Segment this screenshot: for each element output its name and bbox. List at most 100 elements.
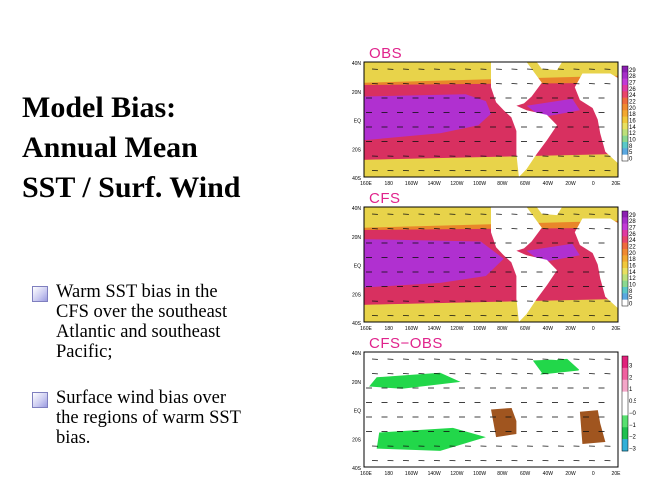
colorbar-label: 16 (629, 264, 636, 270)
bullet-square-icon (32, 392, 48, 408)
colorbar-swatch (622, 148, 628, 155)
lat-tick-label: EQ (354, 119, 361, 125)
landmass-greenland (536, 352, 563, 361)
map-panel-cfs: CFS 40N 20N EQ 20S 40S 160E 180 160W 140W 120W 100… (336, 190, 637, 338)
bullet-list: Warm SST bias in the CFS over the southe… (32, 282, 322, 474)
lon-tick-label: 120W (450, 326, 463, 332)
lon-tick-label: 160E (360, 326, 372, 332)
colorbar-swatch (622, 261, 628, 269)
colorbar-swatch (622, 97, 628, 105)
colorbar-label: 22 (629, 100, 636, 106)
bullet-line: Surface wind bias over (56, 388, 227, 408)
colorbar-swatch (622, 439, 628, 452)
colorbar-swatch (622, 391, 628, 404)
lon-tick-label: 60W (520, 181, 531, 187)
lon-tick-label: 80W (497, 326, 508, 332)
lon-tick-label: 60W (520, 471, 531, 477)
colorbar-swatch (622, 249, 628, 256)
colorbar-label: 22 (629, 245, 636, 251)
lat-tick-label: 40S (352, 176, 362, 182)
colorbar-swatch (622, 242, 628, 250)
colorbar-label: 29 (629, 213, 636, 219)
landmass-africa (574, 73, 618, 164)
lon-tick-label: 40W (543, 471, 554, 477)
colorbar-swatch (622, 129, 628, 136)
lat-tick-label: 20N (352, 90, 362, 96)
colorbar-label: 27 (629, 226, 636, 232)
wind-vectors (366, 213, 611, 317)
landmass-americas (491, 207, 557, 322)
lon-tick-label: 160E (360, 471, 372, 477)
colorbar-swatch (622, 415, 628, 428)
lon-tick-label: 160E (360, 181, 372, 187)
colorbar-swatch (622, 211, 628, 218)
wind-vectors (366, 358, 611, 462)
bullet-line: Warm SST bias in the (56, 282, 218, 302)
colorbar-swatch (622, 78, 628, 86)
colorbar-label: 16 (629, 119, 636, 125)
colorbar-swatch (622, 142, 628, 149)
colorbar-swatch (622, 280, 628, 288)
colorbar-label: 0 (629, 302, 633, 308)
map-frame (363, 351, 619, 468)
lon-tick-label: 0 (592, 326, 595, 332)
colorbar-label: 1 (629, 387, 633, 393)
colorbar-label: 27 (629, 81, 636, 87)
colorbar-label: −2 (629, 435, 636, 441)
colorbar-swatch (622, 154, 628, 162)
colorbar-label: 14 (629, 270, 636, 276)
panel-label: OBS (369, 45, 403, 62)
map-frame (363, 61, 619, 178)
colorbar-swatch (622, 356, 628, 369)
colorbar-label: −1 (629, 423, 636, 429)
lon-tick-label: 20W (565, 326, 576, 332)
colorbar-label: 18 (629, 257, 636, 263)
colorbar-swatch (622, 293, 628, 300)
colorbar-swatch (622, 72, 628, 79)
colorbar-label: 12 (629, 276, 636, 282)
lon-tick-label: 160W (405, 181, 418, 187)
lat-tick-label: 40S (352, 466, 362, 472)
colorbar-swatch (622, 104, 628, 111)
colorbar-swatch (622, 91, 628, 98)
lon-tick-label: 40W (543, 326, 554, 332)
colorbar-frame (621, 210, 629, 307)
map-panel-obs: OBS 40N 20N EQ 20S 40S 160E 180 160W 140W 120W 100… (336, 45, 637, 193)
colorbar-swatch (622, 223, 628, 231)
bullet-line: Atlantic and southeast (56, 322, 221, 342)
map-frame (363, 206, 619, 323)
colorbar-label: 10 (629, 138, 636, 144)
bullet-square-icon (32, 286, 48, 302)
landmass-africa (574, 218, 618, 309)
colorbar-frame (621, 355, 629, 452)
landmass-africa (574, 363, 618, 454)
landmass-americas (491, 62, 557, 177)
colorbar-label: 10 (629, 283, 636, 289)
bullet-line: the regions of warm SST (56, 408, 241, 428)
map-panel-diff: CFS−OBS 40N 20N EQ 20S 40S 160E 180 160W 140W 120… (336, 335, 642, 483)
colorbar-frame (621, 65, 629, 162)
title-line-1: Model Bias: (22, 91, 177, 124)
lon-tick-label: 20E (612, 326, 622, 332)
lon-tick-label: 140W (428, 181, 441, 187)
title-line-3: SST / Surf. Wind (22, 171, 241, 204)
bullet-line: bias. (56, 428, 91, 448)
colorbar-swatch (622, 123, 628, 130)
colorbar-label: 0.5 (629, 399, 636, 405)
lon-tick-label: 180 (385, 181, 394, 187)
colorbar-swatch (622, 255, 628, 262)
wind-vectors (366, 68, 611, 172)
colorbar-label: 0 (629, 157, 633, 163)
lat-tick-label: 20S (352, 147, 362, 153)
lon-tick-label: 60W (520, 326, 531, 332)
lon-tick-label: 20E (612, 181, 622, 187)
colorbar-label: 2 (629, 375, 633, 381)
colorbar-label: 8 (629, 289, 633, 295)
lat-tick-label: 40S (352, 321, 362, 327)
lon-tick-label: 80W (497, 471, 508, 477)
landmass-greenland (536, 207, 563, 216)
colorbar-swatch (622, 274, 628, 281)
colorbar-label: 5 (629, 295, 633, 301)
